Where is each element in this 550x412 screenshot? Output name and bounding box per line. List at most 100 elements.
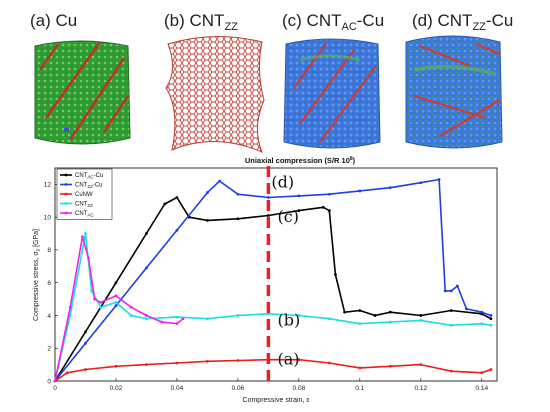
data-point	[480, 371, 484, 375]
legend-marker	[64, 202, 68, 205]
data-point	[297, 209, 301, 213]
series-line-cnt-ac-cu	[54, 196, 492, 382]
data-point	[327, 192, 331, 196]
data-point	[388, 320, 392, 324]
data-point	[489, 368, 493, 371]
curve-annotation-label: (a)	[278, 350, 300, 369]
data-point	[358, 189, 362, 193]
legend-marker	[64, 173, 68, 177]
curve-annotation-label: (b)	[278, 310, 301, 329]
data-point	[93, 297, 97, 301]
data-point	[449, 323, 453, 327]
data-point	[489, 323, 493, 327]
data-point	[358, 309, 362, 312]
data-point	[489, 317, 493, 321]
data-point	[87, 256, 90, 260]
data-point	[419, 363, 423, 367]
data-point	[334, 273, 337, 276]
data-point	[321, 205, 325, 209]
data-point	[206, 317, 209, 321]
data-point	[68, 314, 72, 317]
data-point	[175, 228, 179, 232]
data-point	[480, 322, 484, 326]
legend-label: CNTZZ-Cu	[75, 183, 103, 190]
data-point	[236, 314, 240, 317]
chart-title: Uniaxial compression (S/R 108)	[245, 156, 356, 165]
data-point	[175, 361, 179, 365]
data-point	[297, 194, 301, 198]
x-tick-label: 0.1	[355, 385, 364, 392]
data-point	[84, 341, 87, 345]
data-point	[388, 186, 392, 190]
stress-strain-chart: Uniaxial compression (S/R 108) 0 0.02 0.04…	[33, 156, 498, 404]
data-point	[455, 284, 459, 288]
data-point	[53, 379, 57, 383]
data-point	[358, 366, 362, 370]
data-point	[181, 317, 185, 321]
data-point	[84, 232, 87, 235]
x-tick-label: 0.02	[110, 385, 123, 392]
data-point	[99, 305, 103, 309]
data-point	[218, 179, 222, 183]
structure-image-cnt-zz	[165, 36, 265, 153]
data-point	[129, 305, 133, 309]
data-point	[449, 289, 453, 293]
data-point	[236, 192, 240, 196]
x-tick-label: 0.08	[293, 385, 306, 392]
x-tick-label: 0.14	[475, 385, 488, 392]
y-tick-label: 10	[44, 214, 52, 221]
data-point	[419, 318, 423, 322]
x-axis-title: Compressive strain, ε	[243, 397, 310, 404]
data-point	[419, 181, 423, 185]
legend-marker	[64, 211, 68, 215]
series-line-cnt-ac	[54, 236, 184, 382]
legend-marker	[64, 183, 68, 186]
data-point	[81, 235, 84, 239]
data-point	[114, 364, 118, 368]
data-point	[145, 232, 148, 235]
y-tick-label: 4	[47, 313, 51, 320]
legend-label: CNTAC	[75, 211, 94, 218]
panel-label-c: (c) CNTAC-Cu	[282, 11, 384, 33]
y-tick-label: 6	[47, 280, 51, 287]
data-point	[114, 281, 118, 285]
panel-label-b: (b) CNTZZ	[164, 11, 238, 33]
data-point	[145, 363, 148, 367]
y-tick-label: 12	[44, 182, 52, 189]
data-point	[236, 217, 240, 221]
structure-image-cu	[34, 40, 131, 145]
curve-annotations: (d) (c) (b) (a)	[271, 173, 300, 369]
plot-area	[54, 167, 498, 382]
data-point	[68, 305, 72, 309]
structure-image-cnt-ac-cu	[283, 38, 381, 149]
y-axis-title: Compressive stress, σz [GPa]	[33, 229, 42, 321]
data-point	[266, 312, 270, 316]
legend-marker	[64, 192, 68, 196]
data-point	[297, 358, 301, 362]
data-point	[266, 214, 270, 217]
panel-label-d: (d) CNTZZ-Cu	[412, 11, 513, 33]
data-point	[84, 330, 87, 334]
data-point	[489, 314, 493, 317]
data-point	[358, 322, 362, 326]
data-point	[175, 196, 179, 199]
structure-image-cnt-zz-cu	[405, 35, 503, 149]
axis-ticks: 0 0.02 0.04 0.06 0.08 0.1 0.12 0.14 0 2 4 6 8 10 12	[44, 182, 489, 392]
data-point	[343, 310, 346, 314]
data-point	[65, 371, 69, 375]
data-point	[480, 310, 484, 314]
data-point	[443, 289, 447, 293]
data-point	[114, 304, 118, 308]
y-tick-label: 2	[47, 346, 51, 353]
data-point	[84, 368, 87, 371]
y-tick-label: 0	[47, 378, 51, 385]
data-point	[419, 314, 423, 317]
data-point	[99, 300, 103, 304]
data-point	[206, 219, 209, 222]
legend-label: CNTZZ	[75, 202, 93, 209]
data-point	[206, 191, 209, 194]
data-point	[129, 314, 133, 317]
data-point	[449, 309, 453, 312]
data-point	[163, 202, 167, 206]
